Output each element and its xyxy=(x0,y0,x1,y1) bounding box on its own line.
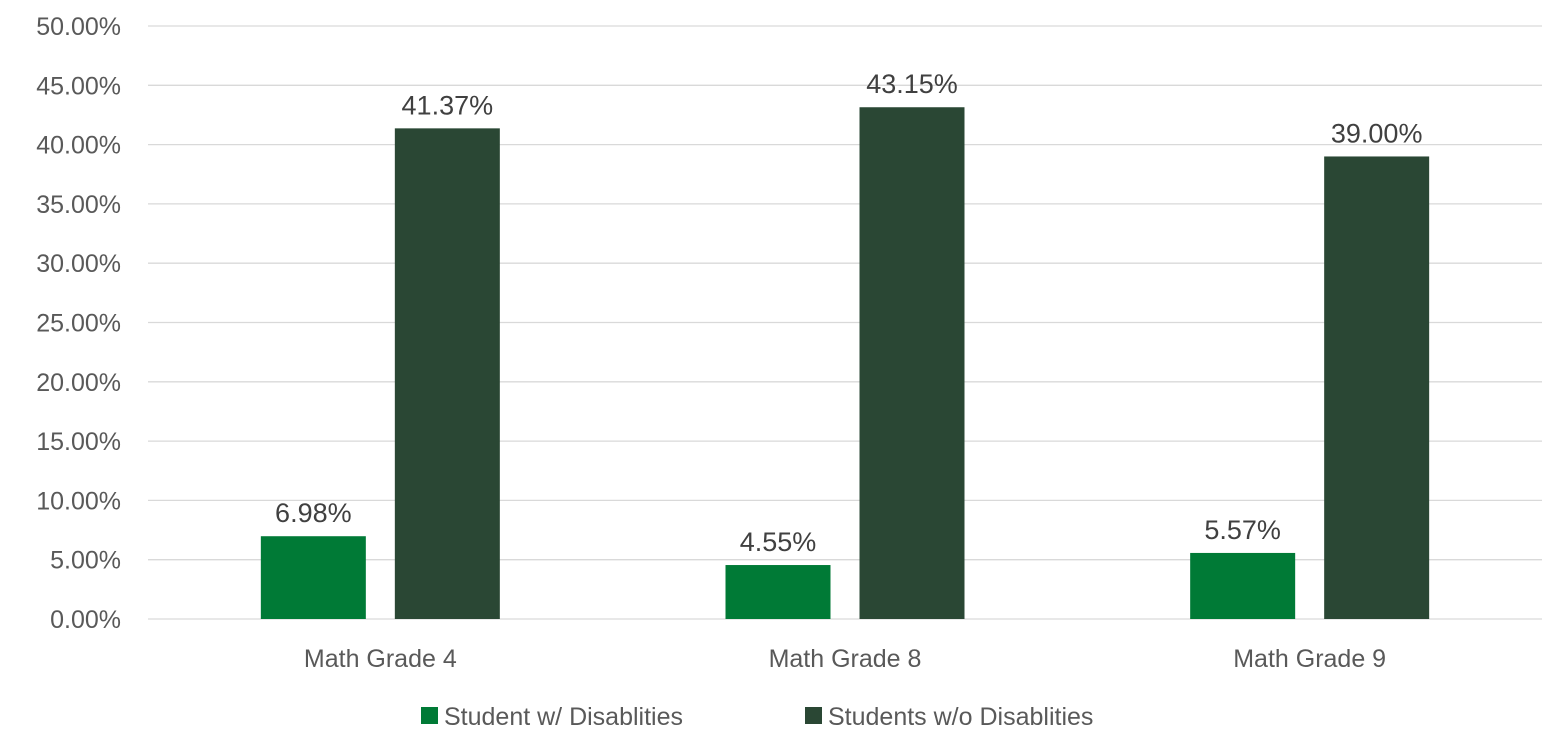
data-label: 6.98% xyxy=(275,498,352,528)
x-tick-label: Math Grade 8 xyxy=(769,645,922,673)
bar-with-disabilities-1 xyxy=(260,536,366,619)
gridlines xyxy=(148,25,1542,620)
y-tick-label: 30.00% xyxy=(36,250,121,278)
x-axis-tick-labels: Math Grade 4 Math Grade 8 Math Grade 9 xyxy=(304,645,1386,673)
bar-with-disabilities-2 xyxy=(725,565,831,619)
legend-item-without-disabilities: Students w/o Disablities xyxy=(805,703,1093,731)
bar-without-disabilities-1 xyxy=(394,128,500,619)
y-tick-label: 15.00% xyxy=(36,428,121,456)
y-tick-label: 5.00% xyxy=(50,547,121,575)
legend-label: Students w/o Disablities xyxy=(828,703,1093,729)
bar-without-disabilities-2 xyxy=(859,107,965,619)
x-tick-label: Math Grade 4 xyxy=(304,645,457,673)
legend-swatch xyxy=(421,707,438,724)
bar-without-disabilities-3 xyxy=(1324,156,1430,619)
x-tick-label: Math Grade 9 xyxy=(1233,645,1386,673)
data-label: 4.55% xyxy=(740,527,817,557)
y-tick-label: 45.00% xyxy=(36,72,121,100)
y-tick-label: 20.00% xyxy=(36,369,121,397)
legend-swatch xyxy=(805,707,822,724)
legend-item-with-disabilities: Student w/ Disablities xyxy=(421,703,683,731)
bar-with-disabilities-3 xyxy=(1190,552,1296,619)
y-axis-tick-labels: 0.00% 5.00% 10.00% 15.00% 20.00% 25.00% 30.00%… xyxy=(36,13,121,634)
y-tick-label: 0.00% xyxy=(50,606,121,634)
data-label: 41.37% xyxy=(402,90,494,120)
y-tick-label: 10.00% xyxy=(36,487,121,515)
legend-label: Student w/ Disablities xyxy=(444,703,683,729)
data-label: 5.57% xyxy=(1204,515,1281,545)
y-tick-label: 40.00% xyxy=(36,132,121,160)
y-tick-label: 35.00% xyxy=(36,191,121,219)
bars xyxy=(260,107,1430,619)
data-labels: 6.98% 41.37% 4.55% 43.15% 5.57% 39.00% xyxy=(275,69,1422,557)
y-tick-label: 25.00% xyxy=(36,310,121,338)
data-label: 39.00% xyxy=(1331,118,1423,148)
y-tick-label: 50.00% xyxy=(36,13,121,41)
data-label: 43.15% xyxy=(866,69,958,99)
legend: Student w/ Disablities Students w/o Disab… xyxy=(421,703,1093,731)
